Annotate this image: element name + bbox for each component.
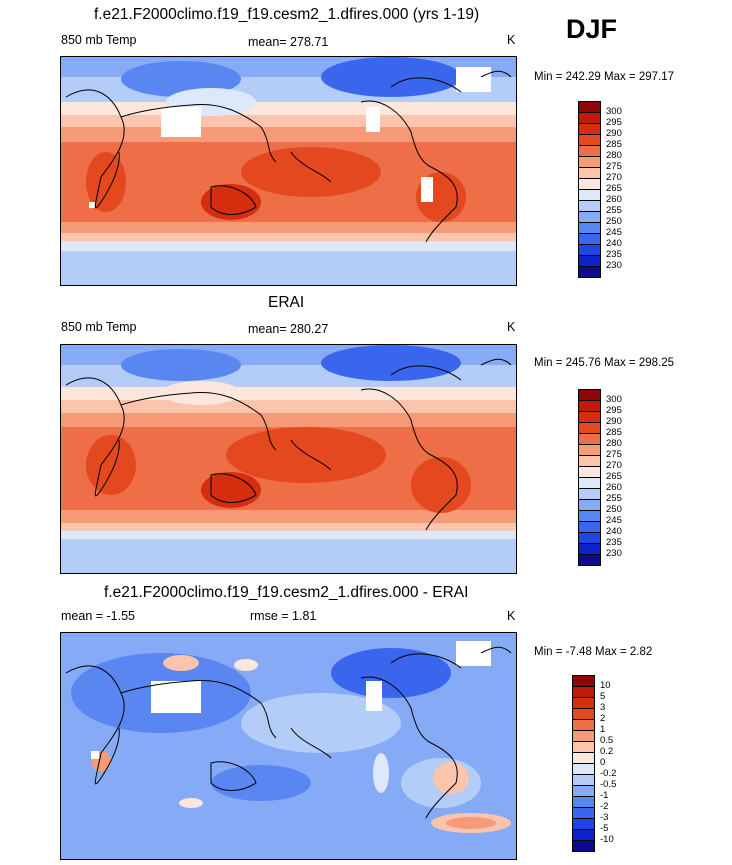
panel2-colorbar-label: 295 (606, 405, 622, 416)
panel1-map (60, 56, 517, 286)
panel2-colorbar-label: 250 (606, 504, 622, 515)
panel1-units: K (507, 33, 516, 47)
panel2-colorbar-label: 255 (606, 493, 622, 504)
panel1-colorbar-label: 260 (606, 194, 622, 205)
panel2-colorbar-label: 245 (606, 515, 622, 526)
panel1-colorbar-label: 255 (606, 205, 622, 216)
panel3-colorbar-label: 5 (600, 691, 606, 702)
panel2-colorbar-label: 265 (606, 471, 622, 482)
panel3-units: K (507, 609, 516, 623)
panel3-title: f.e21.F2000climo.f19_f19.cesm2_1.dfires.… (104, 584, 469, 601)
panel3-colorbar-label: 3 (600, 702, 606, 713)
panel3-range-label: Min = -7.48 Max = 2.82 (534, 646, 653, 658)
panel2-colorbar-label: 285 (606, 427, 622, 438)
panel1-colorbar-label: 285 (606, 139, 622, 150)
panel3-mean-label: mean = -1.55 (61, 609, 136, 623)
panel2-colorbar-label: 230 (606, 548, 622, 559)
panel2-colorbar-label: 290 (606, 416, 622, 427)
panel3-colorbar-label: -0.2 (600, 768, 617, 779)
panel2-variable-label: 850 mb Temp (61, 320, 137, 334)
panel2-colorbar-label: 280 (606, 438, 622, 449)
panel3-colorbar-label: -2 (600, 801, 609, 812)
panel1-map-field (61, 57, 516, 285)
panel1-colorbar-label: 295 (606, 117, 622, 128)
panel2-colorbar-label: 300 (606, 394, 622, 405)
panel2-colorbar-label: 260 (606, 482, 622, 493)
panel3-colorbar-label: -0.5 (600, 779, 617, 790)
panel1-colorbar-label: 290 (606, 128, 622, 139)
panel1-range-label: Min = 242.29 Max = 297.17 (534, 71, 675, 83)
panel1-colorbar-label: 280 (606, 150, 622, 161)
panel3-colorbar-swatch (572, 840, 595, 852)
panel1-colorbar-label: 235 (606, 249, 622, 260)
panel3-colorbar-label: 10 (600, 680, 611, 691)
panel2-title: ERAI (268, 294, 305, 311)
panel2-map (60, 344, 517, 574)
panel2-colorbar-label: 235 (606, 537, 622, 548)
panel3-map-field (61, 633, 516, 859)
panel1-colorbar-label: 265 (606, 183, 622, 194)
panel1-variable-label: 850 mb Temp (61, 33, 137, 47)
panel2-colorbar-label: 275 (606, 449, 622, 460)
panel3-map (60, 632, 517, 860)
panel2-map-field (61, 345, 516, 573)
panel1-colorbar: 300 295 290 285 280 275 270 265 260 255 … (578, 101, 638, 282)
panel1-colorbar-label: 275 (606, 161, 622, 172)
panel1-colorbar-label: 240 (606, 238, 622, 249)
panel1-colorbar-label: 300 (606, 106, 622, 117)
panel3-colorbar-label: 2 (600, 713, 606, 724)
panel1-mean-label: mean= 278.71 (248, 35, 329, 49)
panel1-colorbar-label: 250 (606, 216, 622, 227)
panel1-title: f.e21.F2000climo.f19_f19.cesm2_1.dfires.… (94, 6, 480, 23)
panel3-colorbar: 10 5 3 2 1 0.5 0.2 0 -0.2 -0.5 -1 -2 -3 … (572, 675, 632, 856)
panel2-colorbar-label: 240 (606, 526, 622, 537)
panel3-colorbar-label: -1 (600, 790, 609, 801)
panel3-colorbar-label: 0.2 (600, 746, 614, 757)
panel3-colorbar-label: -3 (600, 812, 609, 823)
panel3-rmse-label: rmse = 1.81 (250, 609, 317, 623)
panel2-range-label: Min = 245.76 Max = 298.25 (534, 357, 675, 369)
panel3-colorbar-label: -10 (600, 834, 614, 845)
panel2-colorbar: 300 295 290 285 280 275 270 265 260 255 … (578, 389, 638, 570)
panel3-colorbar-label: 1 (600, 724, 606, 735)
panel1-colorbar-label: 230 (606, 260, 622, 271)
panel2-colorbar-swatch (578, 554, 601, 566)
season-label: DJF (566, 14, 618, 44)
panel3-colorbar-label: 0 (600, 757, 606, 768)
panel3-colorbar-label: -5 (600, 823, 609, 834)
panel1-colorbar-swatch (578, 266, 601, 278)
panel2-units: K (507, 320, 516, 334)
panel1-colorbar-label: 270 (606, 172, 622, 183)
panel1-colorbar-label: 245 (606, 227, 622, 238)
panel2-mean-label: mean= 280.27 (248, 322, 329, 336)
panel2-colorbar-label: 270 (606, 460, 622, 471)
panel3-colorbar-label: 0.5 (600, 735, 614, 746)
